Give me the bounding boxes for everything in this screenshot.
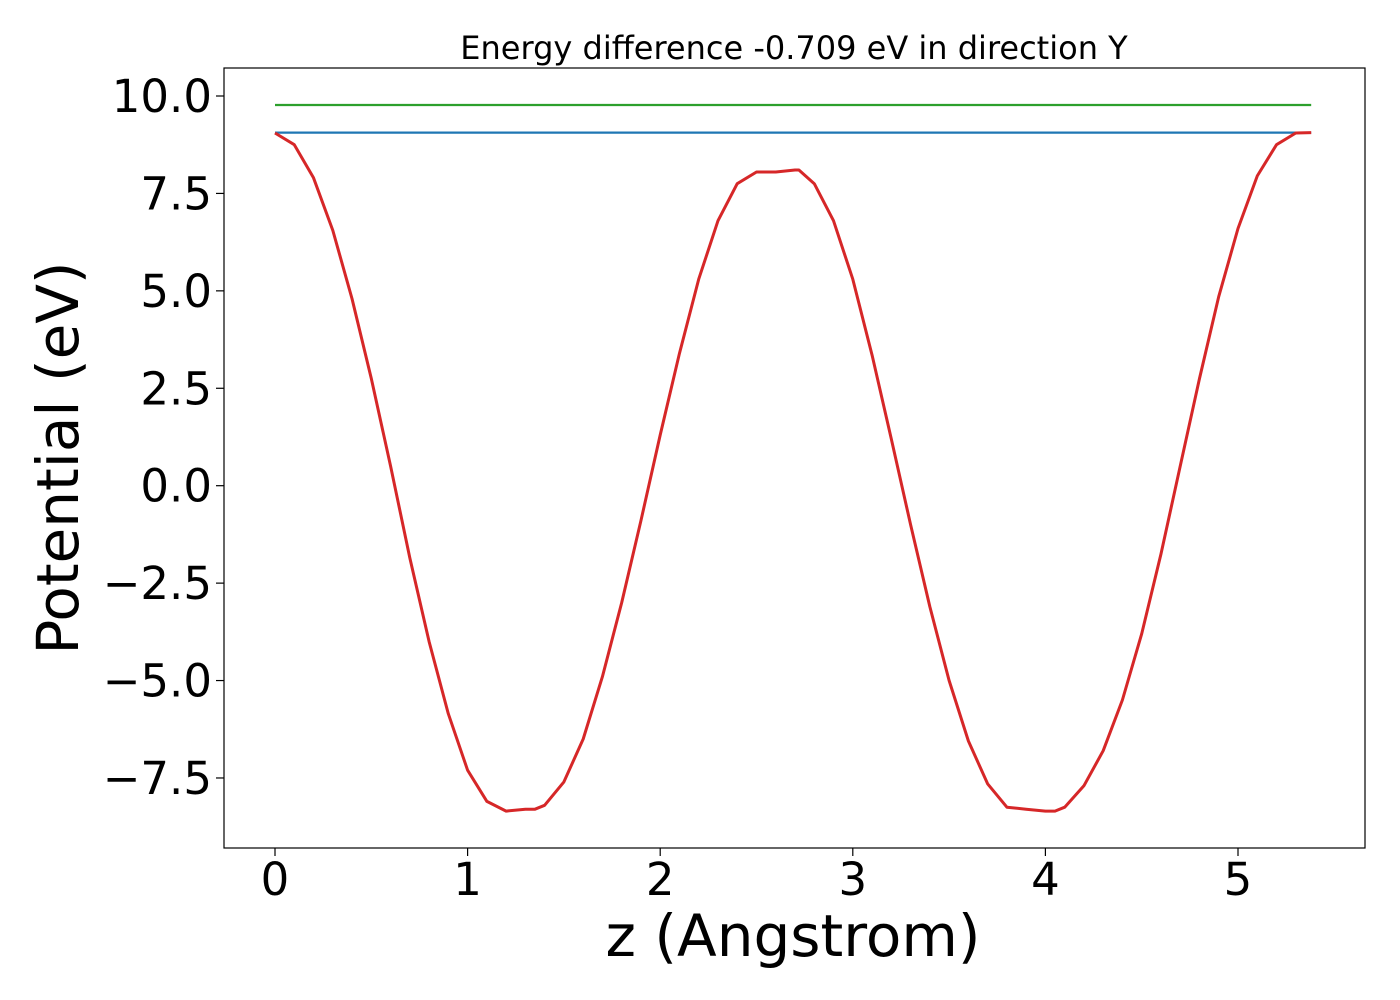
x-axis-label: z (Angstrom) bbox=[606, 902, 981, 970]
y-axis-label: Potential (eV) bbox=[24, 261, 92, 654]
x-axis-ticks: 0 1 2 3 4 5 bbox=[261, 848, 1253, 906]
series-line-2 bbox=[274, 131, 1312, 813]
plot-area bbox=[224, 68, 1365, 848]
x-tick-label: 2 bbox=[646, 853, 675, 906]
x-tick-label: 0 bbox=[261, 853, 290, 906]
y-tick-label: −2.5 bbox=[103, 557, 212, 610]
y-tick-label: 10.0 bbox=[112, 70, 212, 123]
chart-title: Energy difference -0.709 eV in direction… bbox=[460, 29, 1128, 67]
plot-frame bbox=[223, 67, 1366, 849]
y-tick-label: 5.0 bbox=[140, 265, 212, 318]
y-tick-label: −7.5 bbox=[103, 752, 212, 805]
series-group bbox=[274, 103, 1312, 813]
y-tick-label: 2.5 bbox=[140, 362, 212, 415]
x-tick-label: 3 bbox=[838, 853, 867, 906]
y-axis-ticks: 10.0 7.5 5.0 2.5 0.0 −2.5 −5.0 −7.5 bbox=[103, 70, 224, 805]
y-tick-label: −5.0 bbox=[103, 655, 212, 708]
y-tick-label: 0.0 bbox=[140, 460, 212, 513]
x-tick-label: 1 bbox=[453, 853, 482, 906]
y-tick-label: 7.5 bbox=[140, 167, 212, 220]
x-tick-label: 4 bbox=[1031, 853, 1060, 906]
x-tick-label: 5 bbox=[1224, 853, 1253, 906]
